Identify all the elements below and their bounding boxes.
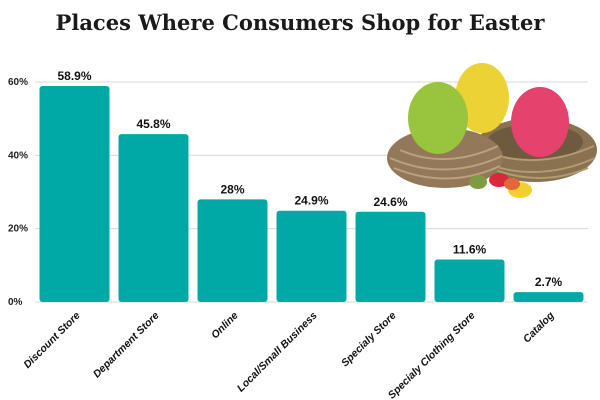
- nest-left: [387, 128, 503, 188]
- y-tick-label: 20%: [8, 224, 28, 235]
- data-label: 28%: [220, 182, 244, 196]
- data-label: 45.8%: [136, 117, 170, 131]
- jelly-bean-icon: [489, 173, 509, 187]
- data-label: 24.6%: [373, 195, 407, 209]
- category-label: Specialy Clothing Store: [386, 310, 478, 400]
- bar: [434, 259, 505, 302]
- bar: [276, 210, 347, 302]
- bar: [513, 292, 584, 302]
- category-label: Catalog: [521, 309, 557, 345]
- category-label: Discount Store: [21, 310, 82, 371]
- data-label: 11.6%: [453, 242, 487, 256]
- category-label: Local/Small Business: [235, 310, 320, 395]
- bars: [39, 86, 584, 303]
- easter-eggs-illustration: [387, 63, 597, 198]
- data-label: 24.9%: [294, 194, 328, 208]
- y-tick-label: 60%: [8, 77, 28, 88]
- bar: [39, 86, 110, 303]
- category-label: Department Store: [91, 310, 162, 381]
- yellow-egg-icon: [455, 63, 509, 133]
- pink-egg-icon: [511, 87, 569, 157]
- nest-left-twigs: [389, 145, 503, 180]
- jelly-bean-icon: [469, 175, 487, 189]
- bar: [355, 211, 426, 302]
- category-label: Online: [209, 310, 241, 342]
- jelly-bean-icon: [504, 178, 520, 190]
- category-label: Specialy Store: [339, 310, 399, 370]
- data-labels: 58.9% 45.8% 28% 24.9% 24.6% 11.6% 2.7%: [57, 69, 562, 289]
- y-axis-ticks: 0% 20% 40% 60%: [8, 77, 28, 308]
- data-label: 2.7%: [535, 275, 563, 289]
- data-label: 58.9%: [57, 69, 91, 83]
- chart-title: Places Where Consumers Shop for Easter: [55, 10, 545, 35]
- bar: [118, 134, 189, 302]
- category-labels: Discount Store Department Store OnlineLoca…: [21, 309, 557, 400]
- y-tick-label: 0%: [8, 297, 23, 308]
- bar: [197, 199, 268, 302]
- green-egg-icon: [408, 82, 468, 154]
- y-tick-label: 40%: [8, 150, 28, 161]
